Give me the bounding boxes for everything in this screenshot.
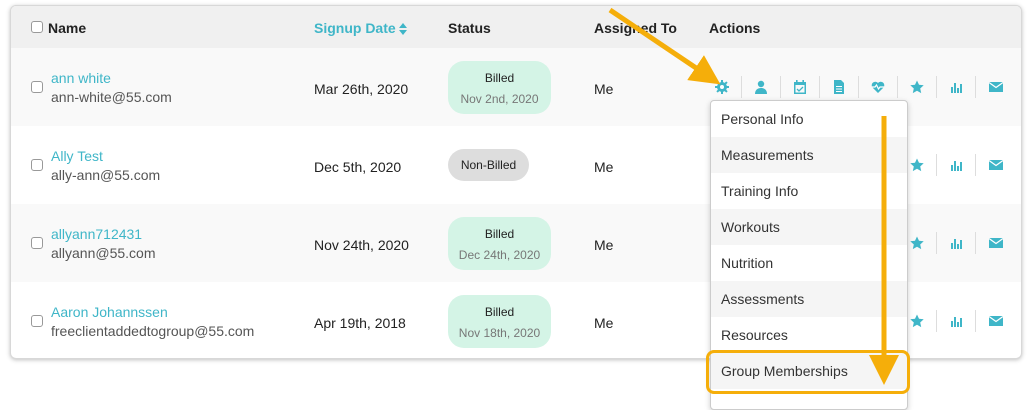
client-name-link[interactable]: Ally Test — [51, 148, 103, 164]
bar-chart-icon[interactable] — [937, 154, 976, 176]
assigned-to: Me — [594, 237, 614, 253]
calendar-icon[interactable] — [781, 76, 820, 98]
col-assigned: Assigned To — [594, 20, 677, 36]
star-icon[interactable] — [898, 154, 937, 176]
col-actions: Actions — [709, 20, 761, 36]
status-label: Billed — [484, 71, 515, 85]
status-label: Billed — [484, 227, 515, 241]
row-checkbox[interactable] — [31, 81, 43, 93]
signup-date: Dec 5th, 2020 — [314, 159, 402, 175]
bar-chart-icon[interactable] — [937, 232, 976, 254]
status-date: Nov 2nd, 2020 — [460, 92, 539, 106]
assigned-to: Me — [594, 159, 614, 175]
status-badge: Billed Dec 24th, 2020 — [448, 217, 551, 270]
envelope-icon[interactable] — [976, 76, 1015, 98]
signup-date: Mar 26th, 2020 — [314, 81, 409, 97]
menu-item-workouts[interactable]: Workouts — [711, 209, 907, 245]
row-checkbox[interactable] — [31, 237, 43, 249]
client-email: ally-ann@55.com — [51, 167, 161, 183]
envelope-icon[interactable] — [976, 154, 1015, 176]
client-name-link[interactable]: ann white — [51, 70, 111, 86]
table-row: Aaron Johannssen freeclientaddedtogroup@… — [11, 282, 1021, 358]
client-email: freeclientaddedtogroup@55.com — [51, 323, 255, 339]
menu-item-training-info[interactable]: Training Info — [721, 183, 799, 199]
action-icons — [703, 76, 1015, 98]
star-icon[interactable] — [898, 76, 937, 98]
status-badge: Non-Billed — [448, 149, 529, 181]
col-name[interactable]: Name — [48, 20, 87, 36]
bar-chart-icon[interactable] — [937, 76, 976, 98]
status-date: Nov 18th, 2020 — [458, 326, 541, 340]
highlight-box — [706, 350, 910, 394]
status-label: Non-Billed — [460, 158, 517, 172]
signup-date: Nov 24th, 2020 — [314, 237, 409, 253]
row-checkbox[interactable] — [31, 315, 43, 327]
assigned-to: Me — [594, 81, 614, 97]
table-header: Name Signup Date Status Assigned To Acti… — [11, 6, 1021, 48]
row-checkbox[interactable] — [31, 159, 43, 171]
client-email: ann-white@55.com — [51, 89, 172, 105]
col-status: Status — [448, 20, 491, 36]
bar-chart-icon[interactable] — [937, 310, 976, 332]
col-signup-label: Signup Date — [314, 20, 396, 36]
menu-item-resources[interactable]: Resources — [721, 327, 788, 343]
client-email: allyann@55.com — [51, 245, 156, 261]
client-name-link[interactable]: allyann712431 — [51, 226, 143, 242]
col-signup-date[interactable]: Signup Date — [314, 20, 407, 36]
sort-icon — [398, 23, 407, 36]
signup-date: Apr 19th, 2018 — [314, 315, 406, 331]
heartbeat-icon[interactable] — [859, 76, 898, 98]
client-name-link[interactable]: Aaron Johannssen — [51, 304, 168, 320]
menu-item-personal-info[interactable]: Personal Info — [721, 111, 804, 127]
status-badge: Billed Nov 2nd, 2020 — [448, 61, 551, 114]
assigned-to: Me — [594, 315, 614, 331]
star-icon[interactable] — [898, 310, 937, 332]
status-badge: Billed Nov 18th, 2020 — [448, 295, 551, 348]
menu-item-measurements[interactable]: Measurements — [711, 137, 907, 173]
menu-item-assessments[interactable]: Assessments — [711, 281, 907, 317]
menu-item-nutrition[interactable]: Nutrition — [721, 255, 774, 271]
envelope-icon[interactable] — [976, 310, 1015, 332]
document-icon[interactable] — [820, 76, 859, 98]
select-all-checkbox[interactable] — [31, 21, 43, 33]
status-date: Dec 24th, 2020 — [458, 248, 541, 262]
star-icon[interactable] — [898, 232, 937, 254]
user-icon[interactable] — [742, 76, 781, 98]
envelope-icon[interactable] — [976, 232, 1015, 254]
gear-icon[interactable] — [703, 76, 742, 98]
status-label: Billed — [484, 305, 515, 319]
